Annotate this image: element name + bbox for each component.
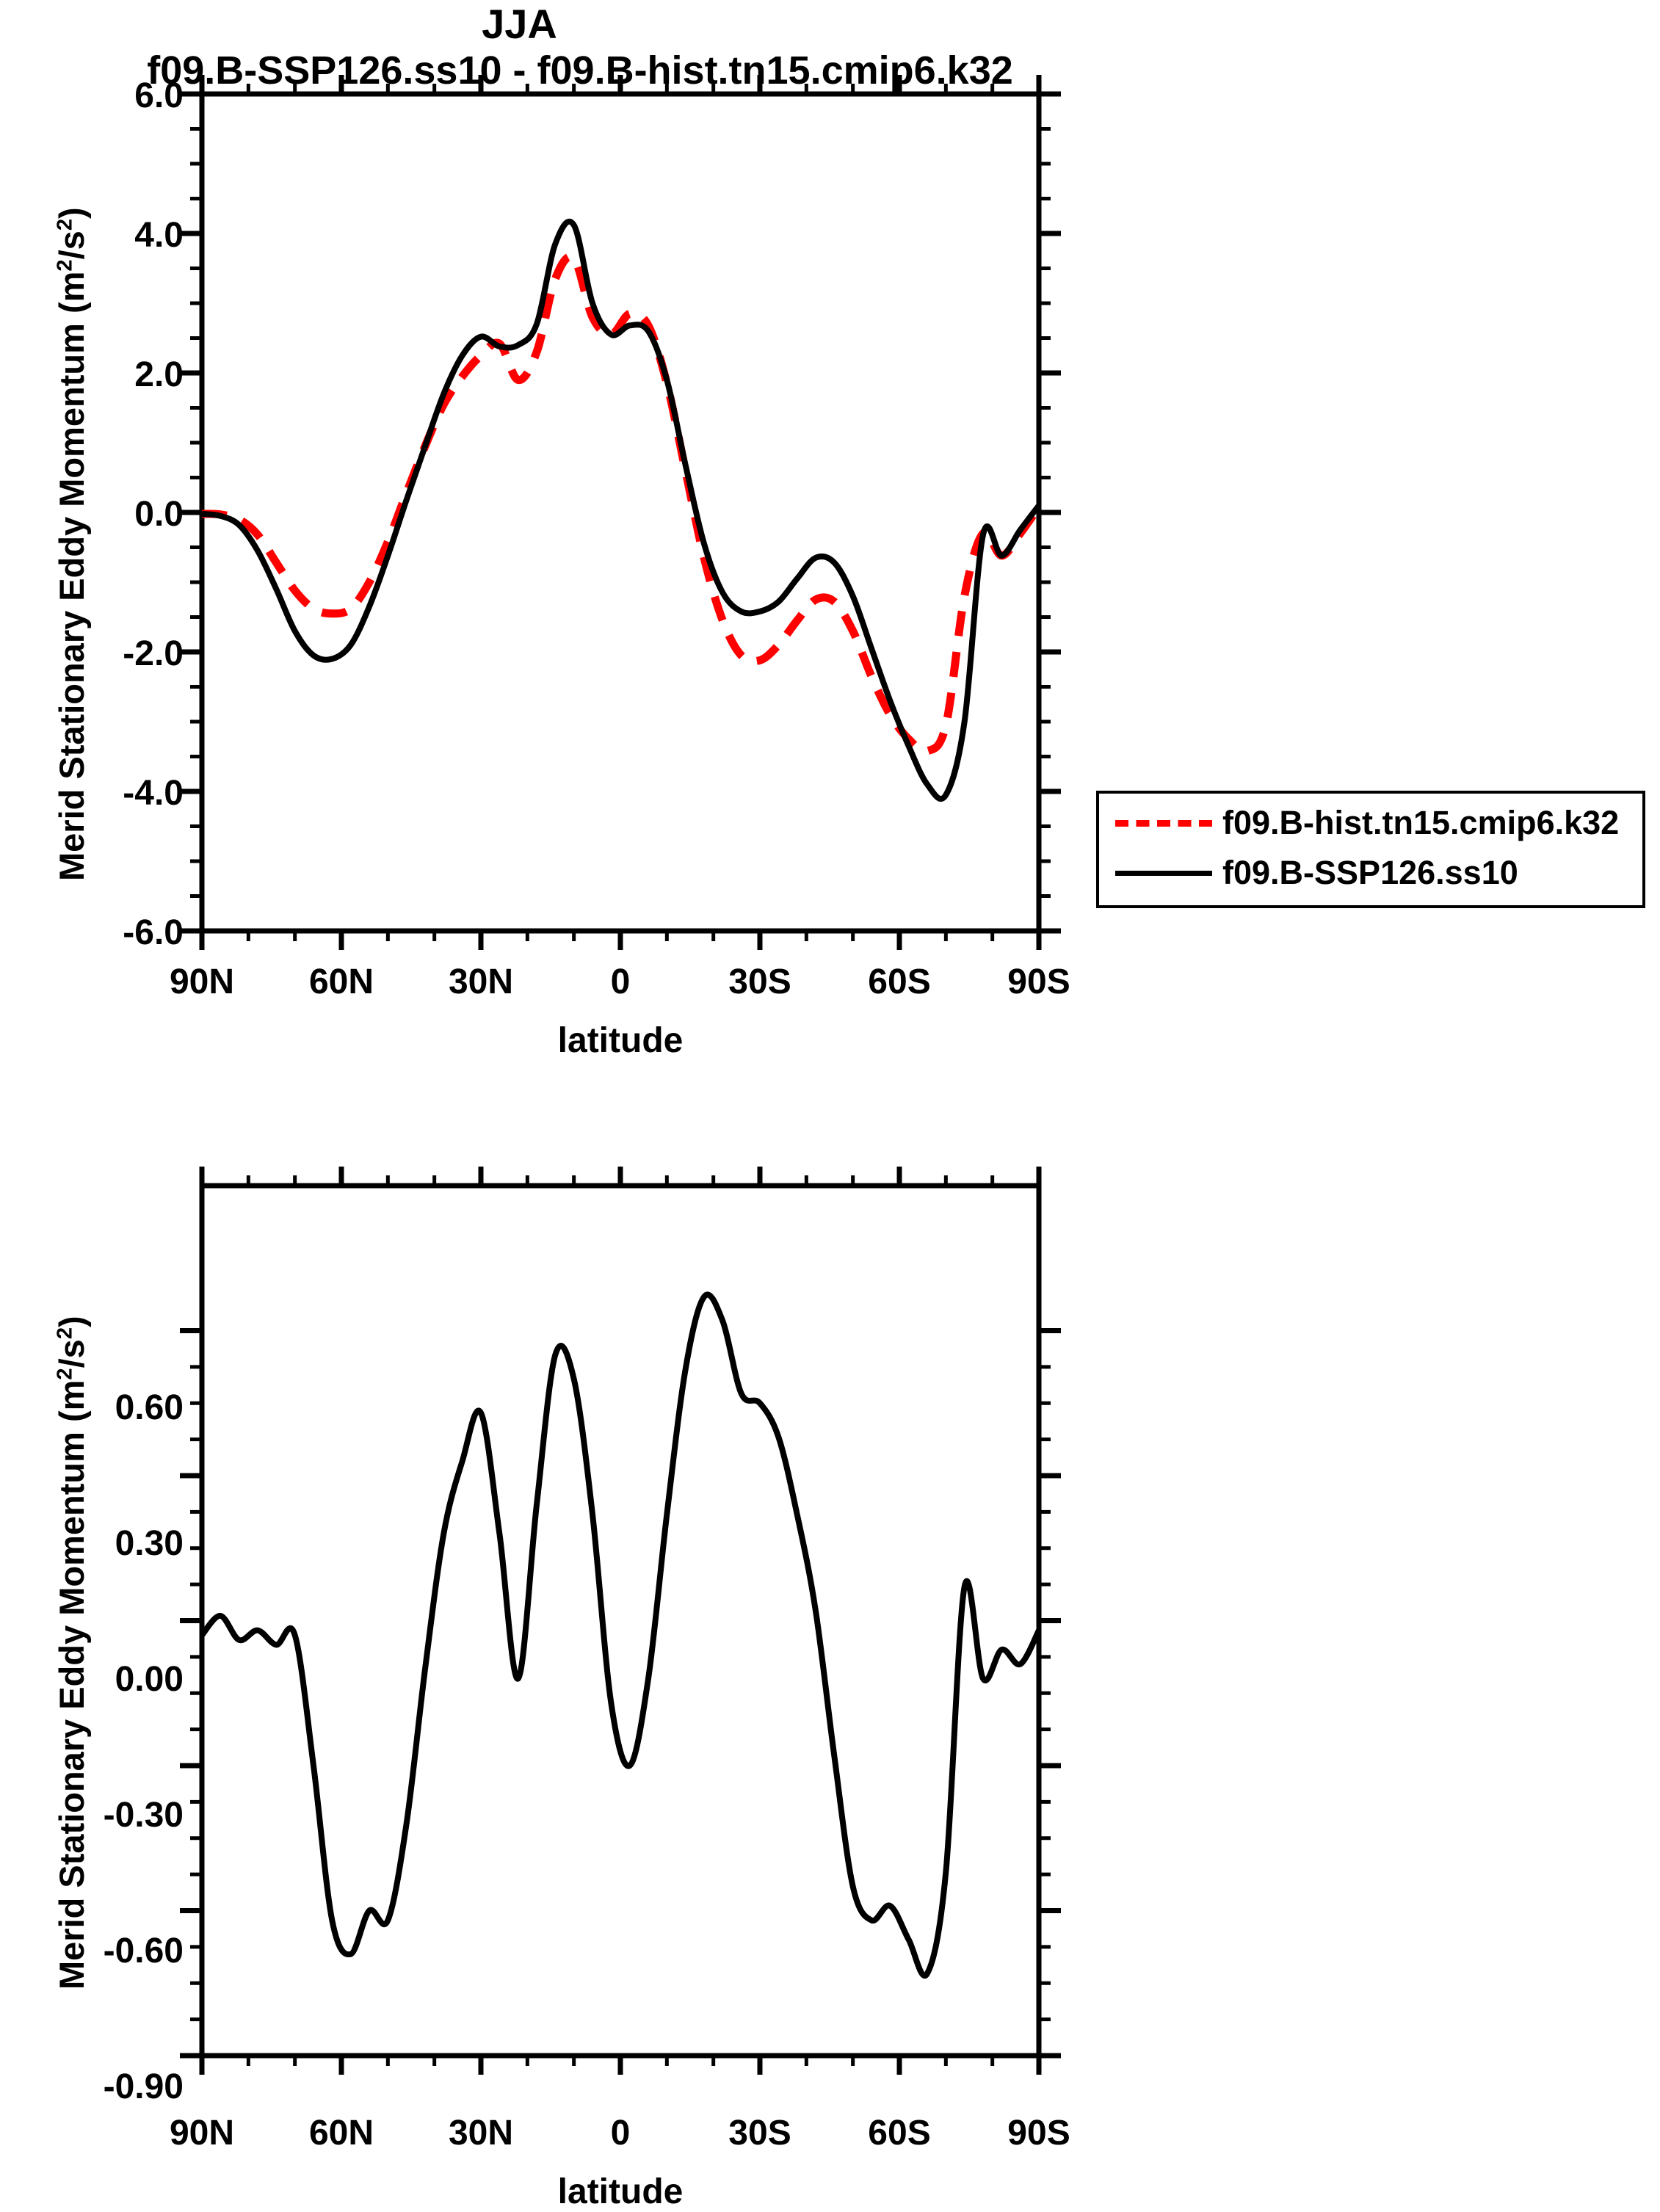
top-ytick-label-2: 2.0 [134,355,184,394]
top-xtick-label-5: 60S [868,962,931,1001]
top-ytick-label-0: 6.0 [134,76,184,115]
bottom-xtick-label-5: 60S [868,2114,931,2153]
bottom-chart-panel: Merid Stationary Eddy Momentum (m2/s2) 0… [0,1123,1072,2211]
legend-item-ssp[interactable]: f09.B-SSP126.ss10 [1099,848,1642,898]
legend-swatch-dashed-line [1115,819,1212,827]
top-panel-title: JJA [482,1,557,47]
legend-label-ssp: f09.B-SSP126.ss10 [1222,854,1518,891]
top-xtick-label-3: 0 [610,962,631,1001]
bottom-ytick-label-4: -0.60 [103,1932,184,1970]
top-ytick-label-4: -2.0 [123,634,184,673]
bottom-panel-x-axis-label: latitude [557,2172,684,2211]
bottom-xtick-label-0: 90N [169,2114,235,2153]
legend-label-hist: f09.B-hist.tn15.cmip6.k32 [1222,804,1620,841]
top-ytick-label-5: -4.0 [123,774,184,813]
top-ytick-label-6: -6.0 [123,913,184,952]
legend-box: f09.B-hist.tn15.cmip6.k32 f09.B-SSP126.s… [1096,791,1645,908]
bottom-xtick-label-4: 30S [728,2114,791,2153]
bottom-xtick-label-6: 90S [1007,2114,1070,2153]
bottom-plot-svg [180,1167,1061,2075]
bottom-panel-title: f09.B-SSP126.ss10 - f09.B-hist.tn15.cmip… [147,48,1013,93]
bottom-ytick-label-0: 0.60 [115,1388,184,1427]
top-chart-panel: Merid Stationary Eddy Momentum (m2/s2) 6… [0,0,1072,1072]
bottom-xtick-label-2: 30N [448,2114,514,2153]
legend-item-hist[interactable]: f09.B-hist.tn15.cmip6.k32 [1099,798,1642,848]
top-plot-svg [180,75,1061,950]
top-xtick-label-6: 90S [1007,962,1070,1001]
top-xtick-label-4: 30S [728,962,791,1001]
bottom-ytick-label-1: 0.30 [115,1524,184,1563]
top-ytick-label-3: 0.0 [134,495,184,534]
bottom-ytick-label-5: -0.90 [103,2067,184,2106]
top-panel-x-axis-label: latitude [557,1021,684,1060]
top-xtick-label-0: 90N [169,962,235,1001]
bottom-xtick-label-1: 60N [308,2114,374,2153]
top-xtick-label-1: 60N [308,962,374,1001]
bottom-ytick-label-3: -0.30 [103,1796,184,1835]
bottom-xtick-label-3: 0 [610,2114,631,2153]
top-xtick-label-2: 30N [448,962,514,1001]
legend-swatch-solid-line [1115,870,1212,876]
bottom-ytick-label-2: 0.00 [115,1660,184,1699]
top-ytick-label-1: 4.0 [134,216,184,255]
